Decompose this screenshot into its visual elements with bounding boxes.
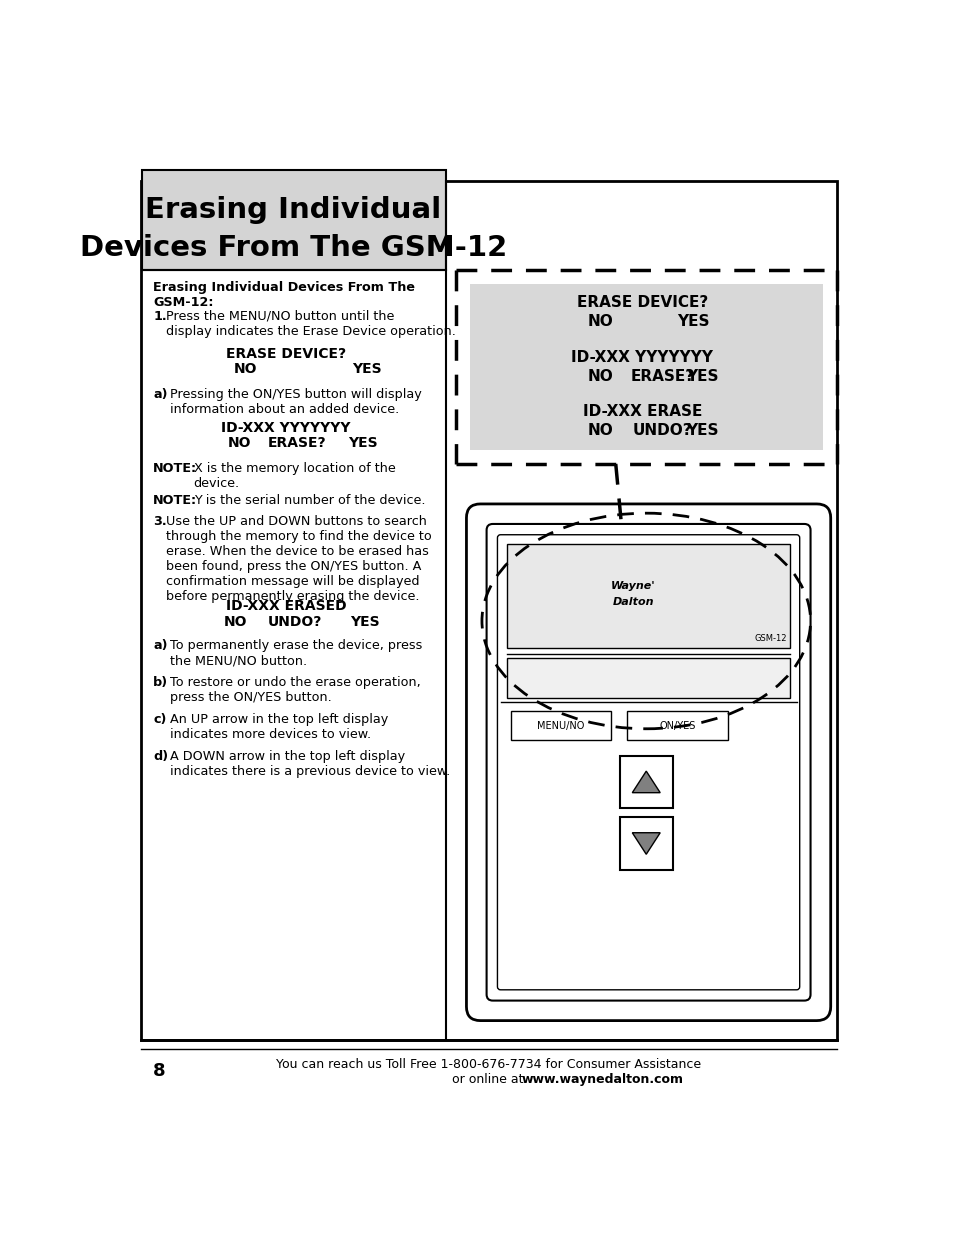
Text: YES: YES [352, 362, 381, 377]
Bar [619, 756, 672, 808]
Text: ERASE?: ERASE? [630, 369, 694, 384]
Text: ERASE?: ERASE? [268, 436, 326, 450]
Text: or online at: or online at [452, 1073, 527, 1087]
Text: Pressing the ON/YES button will display
information about an added device.: Pressing the ON/YES button will display … [171, 388, 422, 416]
Text: c): c) [153, 714, 167, 726]
Text: Dalton: Dalton [612, 597, 653, 606]
Text: NO: NO [587, 424, 613, 438]
Bar [506, 658, 790, 698]
Text: ERASE DEVICE?: ERASE DEVICE? [577, 295, 707, 310]
Text: Wayne': Wayne' [610, 582, 655, 592]
Polygon shape [632, 832, 659, 855]
Text: a): a) [153, 640, 168, 652]
Bar [506, 543, 790, 648]
Text: An UP arrow in the top left display
indicates more devices to view.: An UP arrow in the top left display indi… [171, 714, 388, 741]
Bar [619, 818, 672, 869]
Text: To restore or undo the erase operation,
press the ON/YES button.: To restore or undo the erase operation, … [171, 677, 420, 704]
Text: ERASE DEVICE?: ERASE DEVICE? [226, 347, 346, 361]
Text: YES: YES [686, 369, 719, 384]
Text: Devices From The GSM-12: Devices From The GSM-12 [80, 235, 507, 262]
Text: NO: NO [224, 615, 247, 629]
Text: YES: YES [686, 424, 719, 438]
Text: 1.: 1. [153, 310, 167, 322]
Text: YES: YES [350, 615, 379, 629]
Text: X is the memory location of the
device.: X is the memory location of the device. [193, 462, 395, 489]
Text: NO: NO [233, 362, 257, 377]
Text: MENU/NO: MENU/NO [537, 721, 584, 731]
Text: NOTE:: NOTE: [153, 462, 197, 474]
Text: ON/YES: ON/YES [659, 721, 695, 731]
FancyBboxPatch shape [466, 504, 830, 1020]
Text: UNDO?: UNDO? [632, 424, 691, 438]
Text: UNDO?: UNDO? [268, 615, 322, 629]
Text: NO: NO [587, 369, 613, 384]
Text: NO: NO [587, 314, 613, 329]
Text: Use the UP and DOWN buttons to search
through the memory to find the device to
e: Use the UP and DOWN buttons to search th… [166, 515, 431, 603]
FancyBboxPatch shape [486, 524, 810, 1000]
Text: ID-XXX YYYYYYY: ID-XXX YYYYYYY [221, 421, 351, 435]
Text: GSM-12: GSM-12 [753, 635, 785, 643]
Text: YES: YES [348, 436, 377, 450]
Bar [142, 169, 446, 270]
Text: Erasing Individual Devices From The
GSM-12:: Erasing Individual Devices From The GSM-… [153, 282, 415, 310]
Text: d): d) [153, 750, 169, 762]
Text: To permanently erase the device, press
the MENU/NO button.: To permanently erase the device, press t… [171, 640, 422, 667]
Text: b): b) [153, 677, 169, 689]
Text: ID-XXX ERASE: ID-XXX ERASE [582, 404, 701, 419]
Text: www.waynedalton.com: www.waynedalton.com [521, 1073, 682, 1087]
Text: You can reach us Toll Free 1-800-676-7734 for Consumer Assistance: You can reach us Toll Free 1-800-676-773… [276, 1058, 700, 1071]
FancyBboxPatch shape [497, 535, 799, 989]
Text: a): a) [153, 388, 168, 400]
Text: 8: 8 [153, 1062, 166, 1079]
Text: NO: NO [228, 436, 251, 450]
Polygon shape [632, 771, 659, 793]
Text: 3.: 3. [153, 515, 167, 527]
Text: ID-XXX YYYYYYY: ID-XXX YYYYYYY [571, 351, 713, 366]
Text: ID-XXX ERASED: ID-XXX ERASED [225, 599, 346, 614]
Text: YES: YES [677, 314, 709, 329]
Text: Press the MENU/NO button until the
display indicates the Erase Device operation.: Press the MENU/NO button until the displ… [166, 310, 456, 338]
Bar [510, 711, 611, 740]
Text: A DOWN arrow in the top left display
indicates there is a previous device to vie: A DOWN arrow in the top left display ind… [171, 750, 450, 778]
Text: NOTE:: NOTE: [153, 494, 197, 506]
Text: Erasing Individual: Erasing Individual [146, 196, 441, 224]
Bar [469, 284, 822, 450]
Text: Y is the serial number of the device.: Y is the serial number of the device. [193, 494, 425, 506]
Bar [626, 711, 727, 740]
